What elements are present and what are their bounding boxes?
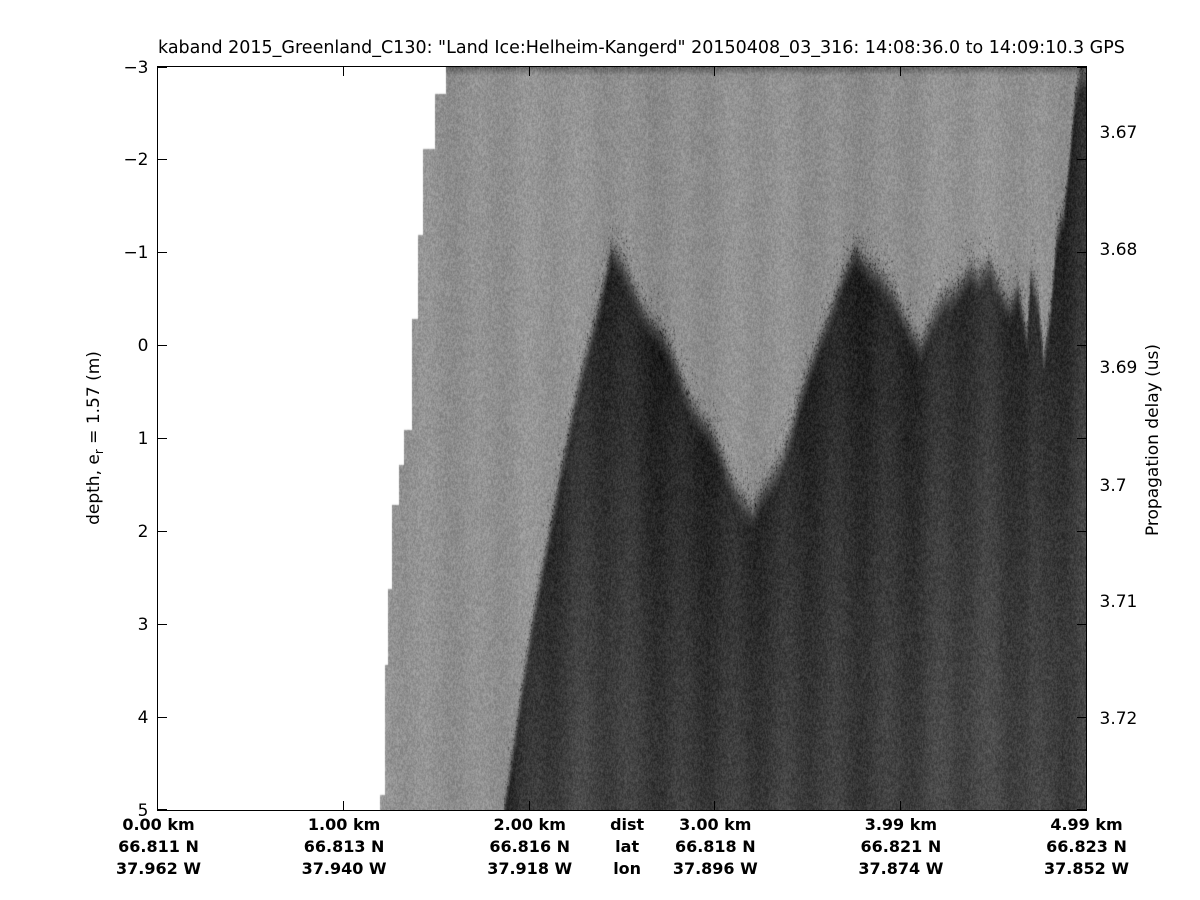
left-axis-tick-label: 5: [137, 800, 149, 821]
left-axis-tick: [158, 716, 167, 718]
left-axis-tick: [158, 530, 167, 532]
x-axis-caption-dist: dist: [610, 815, 645, 834]
bottom-axis-tick: [714, 801, 716, 810]
x-axis-column-dist: 2.00 km: [493, 815, 566, 834]
left-axis-tick: [158, 437, 167, 440]
echogram-image: [158, 67, 1086, 810]
left-axis-tick: [158, 345, 167, 347]
figure-title: kaband 2015_Greenland_C130: "Land Ice:He…: [158, 38, 1125, 58]
bottom-axis-tick: [343, 801, 345, 810]
right-spine-tick: [1077, 345, 1086, 347]
x-axis-caption-lat: lat: [615, 837, 640, 856]
right-spine-tick: [1077, 623, 1086, 625]
left-axis-tick-label: 3: [137, 614, 149, 635]
left-axis-tick-label: 0: [137, 336, 149, 357]
left-axis-tick-label: 4: [137, 707, 149, 728]
top-spine-tick: [899, 67, 901, 76]
top-spine-tick: [343, 67, 345, 76]
x-axis-column-lat: 66.816 N: [489, 837, 571, 856]
left-axis-tick: [158, 252, 167, 254]
right-axis-tick-label: 3.72: [1099, 709, 1138, 730]
x-axis-column-lon: 37.918 W: [487, 859, 573, 878]
right-spine-tick: [1077, 252, 1086, 254]
left-axis-tick-label: −1: [123, 243, 149, 264]
left-axis-tick: [158, 66, 167, 68]
right-axis-tick-label: 3.67: [1099, 122, 1138, 143]
x-axis-caption-lon: lon: [613, 859, 642, 878]
x-axis-column-lat: 66.821 N: [860, 837, 942, 856]
x-axis-column-lon: 37.896 W: [672, 859, 758, 878]
x-axis-column-dist: 4.99 km: [1050, 815, 1123, 834]
right-spine-tick: [1077, 159, 1086, 161]
right-spine-tick: [1077, 716, 1086, 718]
x-axis-column-dist: 3.99 km: [864, 815, 938, 834]
bottom-axis-tick: [899, 801, 901, 810]
x-axis-column-lat: 66.811 N: [118, 837, 199, 856]
right-axis-tick-label: 3.68: [1099, 240, 1138, 261]
left-axis-tick: [158, 809, 167, 811]
x-axis-column-lat: 66.823 N: [1046, 837, 1127, 856]
x-axis-column-dist: 3.00 km: [679, 815, 752, 834]
left-axis-tick-label: −3: [123, 57, 149, 78]
x-axis-column-dist: 1.00 km: [307, 815, 381, 834]
top-spine-tick: [528, 67, 530, 76]
right-spine-tick: [1077, 66, 1086, 68]
right-axis-tick-label: 3.69: [1099, 357, 1138, 378]
right-spine-tick: [1077, 437, 1086, 440]
x-axis-column-lon: 37.852 W: [1044, 859, 1129, 878]
right-axis-label: Propagation delay (us): [1143, 343, 1163, 537]
left-axis-tick-label: 2: [137, 521, 149, 542]
plot-box: [157, 66, 1087, 811]
x-axis-column-lat: 66.818 N: [674, 837, 756, 856]
x-axis-column-dist: 0.00 km: [122, 815, 195, 834]
right-axis-tick-label: 3.7: [1099, 475, 1127, 496]
left-axis-tick: [158, 159, 167, 161]
left-axis-tick-label: −2: [123, 150, 149, 171]
x-axis-column-lon: 37.874 W: [858, 859, 944, 878]
right-axis-tick-label: 3.71: [1099, 592, 1138, 613]
left-axis-tick-label: 1: [137, 429, 149, 449]
left-axis-label-pre: depth, e: [83, 454, 104, 525]
bottom-axis-tick: [528, 801, 530, 810]
right-spine-tick: [1077, 809, 1086, 811]
top-spine-tick: [714, 67, 716, 76]
x-axis-column-lon: 37.940 W: [301, 859, 387, 878]
x-axis-column-lon: 37.962 W: [116, 859, 201, 878]
left-axis-tick: [158, 623, 167, 625]
right-spine-tick: [1077, 530, 1086, 532]
x-axis-column-lat: 66.813 N: [303, 837, 385, 856]
